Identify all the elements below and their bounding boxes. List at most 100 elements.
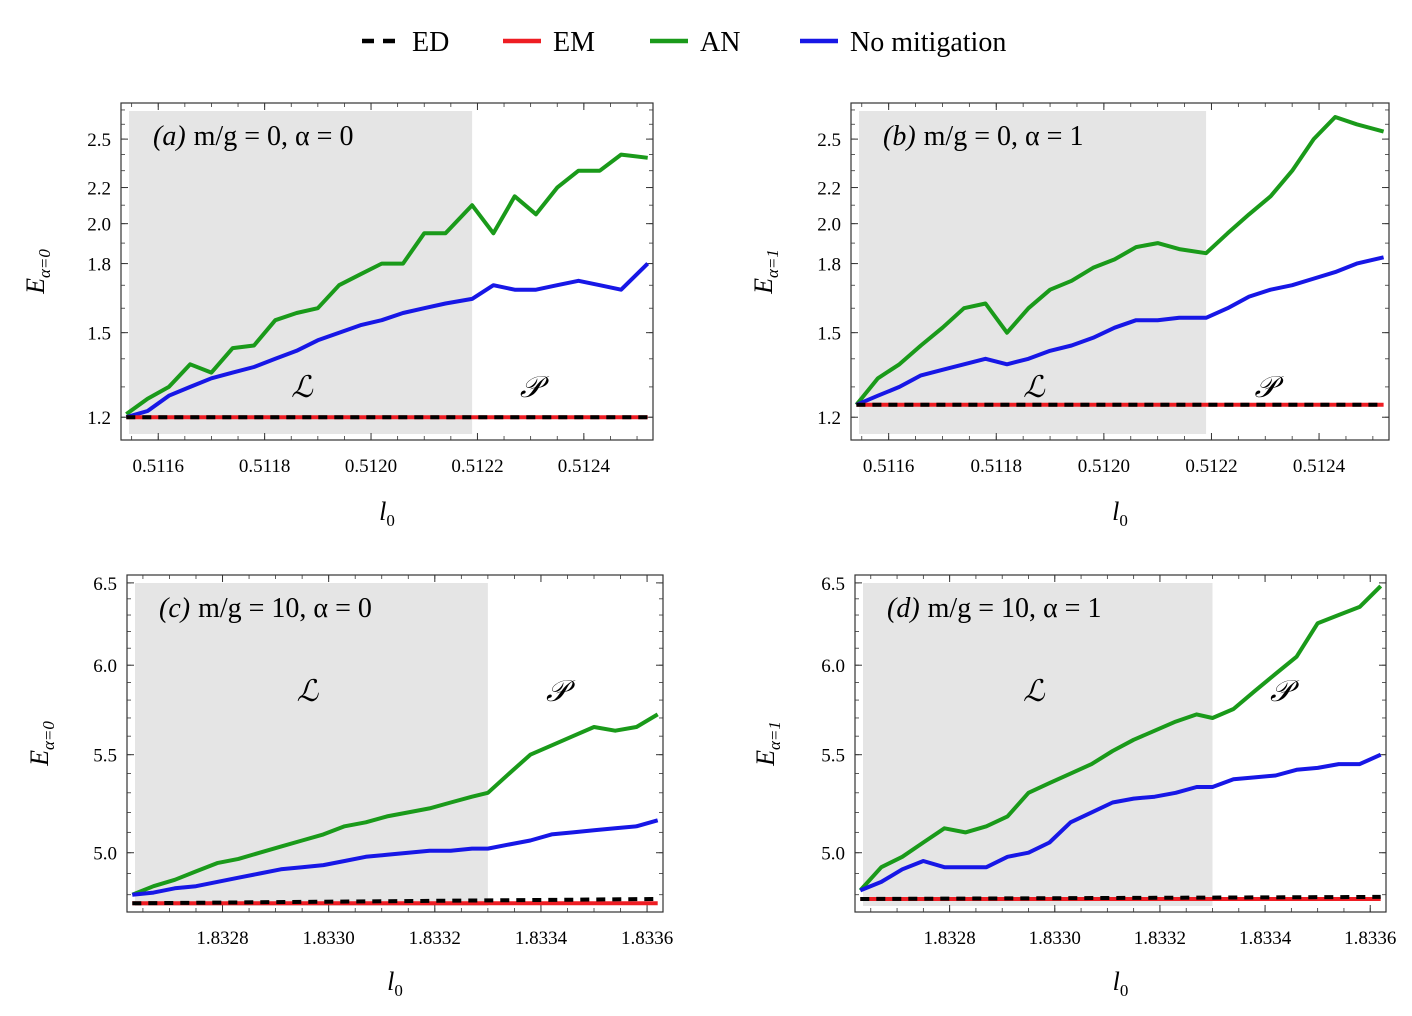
region-label-0: ℒ xyxy=(1023,371,1046,404)
panel-title: (a) m/g = 0, α = 0 xyxy=(153,121,353,152)
y-axis-label-main: E xyxy=(21,278,50,295)
y-axis-label-sub: α=0 xyxy=(35,249,54,278)
y-axis-label-sub: α=0 xyxy=(39,721,58,750)
panel-title: (b) m/g = 0, α = 1 xyxy=(883,121,1083,152)
panel-2: 1.8328 1.8330 1.8332 1.8334 1.8336 5.0 5.5 6.0 6… xyxy=(25,574,673,1000)
y-tick-label: 2.5 xyxy=(817,130,841,151)
x-axis-label-main: l xyxy=(379,497,386,526)
panel-title-text: m/g = 10, α = 1 xyxy=(928,593,1102,624)
x-tick-label: 0.5116 xyxy=(132,456,184,477)
legend-label-0: ED xyxy=(412,27,449,58)
series-ed xyxy=(860,894,1381,901)
series-an xyxy=(858,584,1383,892)
shaded-region xyxy=(129,111,473,434)
x-tick-label: 0.5122 xyxy=(1185,456,1237,477)
shaded-region xyxy=(859,111,1207,434)
series-no-mitigation xyxy=(855,255,1385,407)
y-tick-label: 5.0 xyxy=(821,844,845,865)
plot-frame xyxy=(126,574,664,913)
series-an xyxy=(854,115,1385,407)
panel-title-text: m/g = 10, α = 0 xyxy=(198,593,372,624)
y-tick-label: 5.5 xyxy=(93,746,117,767)
x-axis-label: l0 xyxy=(1112,497,1128,530)
y-tick-label: 1.8 xyxy=(817,255,841,276)
legend: ED EM AN No mitigation xyxy=(362,27,1006,58)
panel-label: (b) xyxy=(883,121,916,152)
x-axis-label-sub: 0 xyxy=(394,981,403,1000)
series-no-mitigation xyxy=(132,818,659,897)
x-tick-label: 1.8330 xyxy=(1029,928,1081,949)
x-axis-label-sub: 0 xyxy=(1119,511,1128,530)
y-axis-label-sub: α=1 xyxy=(765,721,784,750)
y-tick-label: 2.0 xyxy=(817,215,841,236)
x-tick-label: 1.8334 xyxy=(1239,928,1292,949)
y-tick-label: 2.5 xyxy=(87,130,111,151)
x-tick-label: 0.5124 xyxy=(558,456,611,477)
plot-frame xyxy=(854,574,1387,913)
region-label-1: 𝒫 xyxy=(520,371,550,404)
legend-label-3: No mitigation xyxy=(850,27,1006,58)
x-tick-label: 1.8336 xyxy=(621,928,673,949)
x-tick-label: 1.8328 xyxy=(924,928,976,949)
x-axis-label: l0 xyxy=(379,497,395,530)
legend-label-2: AN xyxy=(700,27,740,58)
x-axis-label: l0 xyxy=(387,967,403,1000)
x-axis-label-main: l xyxy=(1112,497,1119,526)
y-tick-label: 2.2 xyxy=(817,179,841,200)
panel-title-text: m/g = 0, α = 0 xyxy=(194,121,354,152)
x-tick-label: 0.5116 xyxy=(863,456,915,477)
y-tick-label: 6.5 xyxy=(821,574,845,595)
panel-3: 1.8328 1.8330 1.8332 1.8334 1.8336 5.0 5.5 6.0 6… xyxy=(751,574,1396,1000)
y-tick-label: 5.0 xyxy=(93,844,117,865)
panel-label: (d) xyxy=(887,593,920,624)
panel-1: 0.5116 0.5118 0.5120 0.5122 0.5124 1.2 1.5 1.8 2… xyxy=(749,102,1390,530)
y-axis-label: Eα=0 xyxy=(21,249,54,295)
x-axis-label-main: l xyxy=(387,967,394,996)
x-axis-label-sub: 0 xyxy=(386,511,395,530)
series-an xyxy=(125,152,648,416)
x-tick-label: 0.5120 xyxy=(345,456,397,477)
series-an xyxy=(131,712,659,897)
region-label-0: ℒ xyxy=(291,371,314,404)
y-tick-label: 2.2 xyxy=(87,179,111,200)
y-tick-label: 1.5 xyxy=(817,324,841,345)
panel-0: 0.5116 0.5118 0.5120 0.5122 0.5124 1.2 1.5 1.8 2… xyxy=(21,102,654,530)
y-tick-label: 1.5 xyxy=(87,324,111,345)
x-tick-label: 1.8334 xyxy=(515,928,568,949)
plot-frame xyxy=(120,102,654,441)
region-label-1: 𝒫 xyxy=(546,675,576,708)
series-no-mitigation xyxy=(125,262,650,420)
x-axis-label-sub: 0 xyxy=(1120,981,1129,1000)
panel-title: (d) m/g = 10, α = 1 xyxy=(887,593,1101,624)
panel-title-text: m/g = 0, α = 1 xyxy=(924,121,1084,152)
x-tick-label: 1.8332 xyxy=(1134,928,1186,949)
panels: 0.5116 0.5118 0.5120 0.5122 0.5124 1.2 1.5 1.8 2… xyxy=(21,102,1396,1000)
shaded-region xyxy=(863,583,1213,906)
region-label-1: 𝒫 xyxy=(1270,675,1300,708)
panel-label: (c) xyxy=(159,593,190,624)
x-tick-label: 0.5124 xyxy=(1293,456,1346,477)
panel-title: (c) m/g = 10, α = 0 xyxy=(159,593,372,624)
y-tick-label: 5.5 xyxy=(821,746,845,767)
x-tick-label: 1.8328 xyxy=(196,928,248,949)
y-tick-label: 6.5 xyxy=(93,574,117,595)
y-axis-label-main: E xyxy=(749,278,778,295)
legend-label-1: EM xyxy=(553,27,595,58)
y-tick-label: 2.0 xyxy=(87,215,111,236)
region-label-0: ℒ xyxy=(297,675,320,708)
x-tick-label: 1.8336 xyxy=(1344,928,1396,949)
region-label-0: ℒ xyxy=(1023,675,1046,708)
x-tick-label: 1.8332 xyxy=(409,928,461,949)
panel-label: (a) xyxy=(153,121,186,152)
series-ed xyxy=(132,897,658,906)
y-axis-label-main: E xyxy=(751,750,780,767)
series-no-mitigation xyxy=(859,752,1382,893)
x-tick-label: 1.8330 xyxy=(303,928,355,949)
y-axis-label: Eα=1 xyxy=(751,721,784,767)
shaded-region xyxy=(135,583,488,906)
y-axis-label: Eα=0 xyxy=(25,721,58,767)
y-tick-label: 6.0 xyxy=(821,656,845,677)
y-tick-label: 1.8 xyxy=(87,255,111,276)
region-label-1: 𝒫 xyxy=(1254,371,1284,404)
